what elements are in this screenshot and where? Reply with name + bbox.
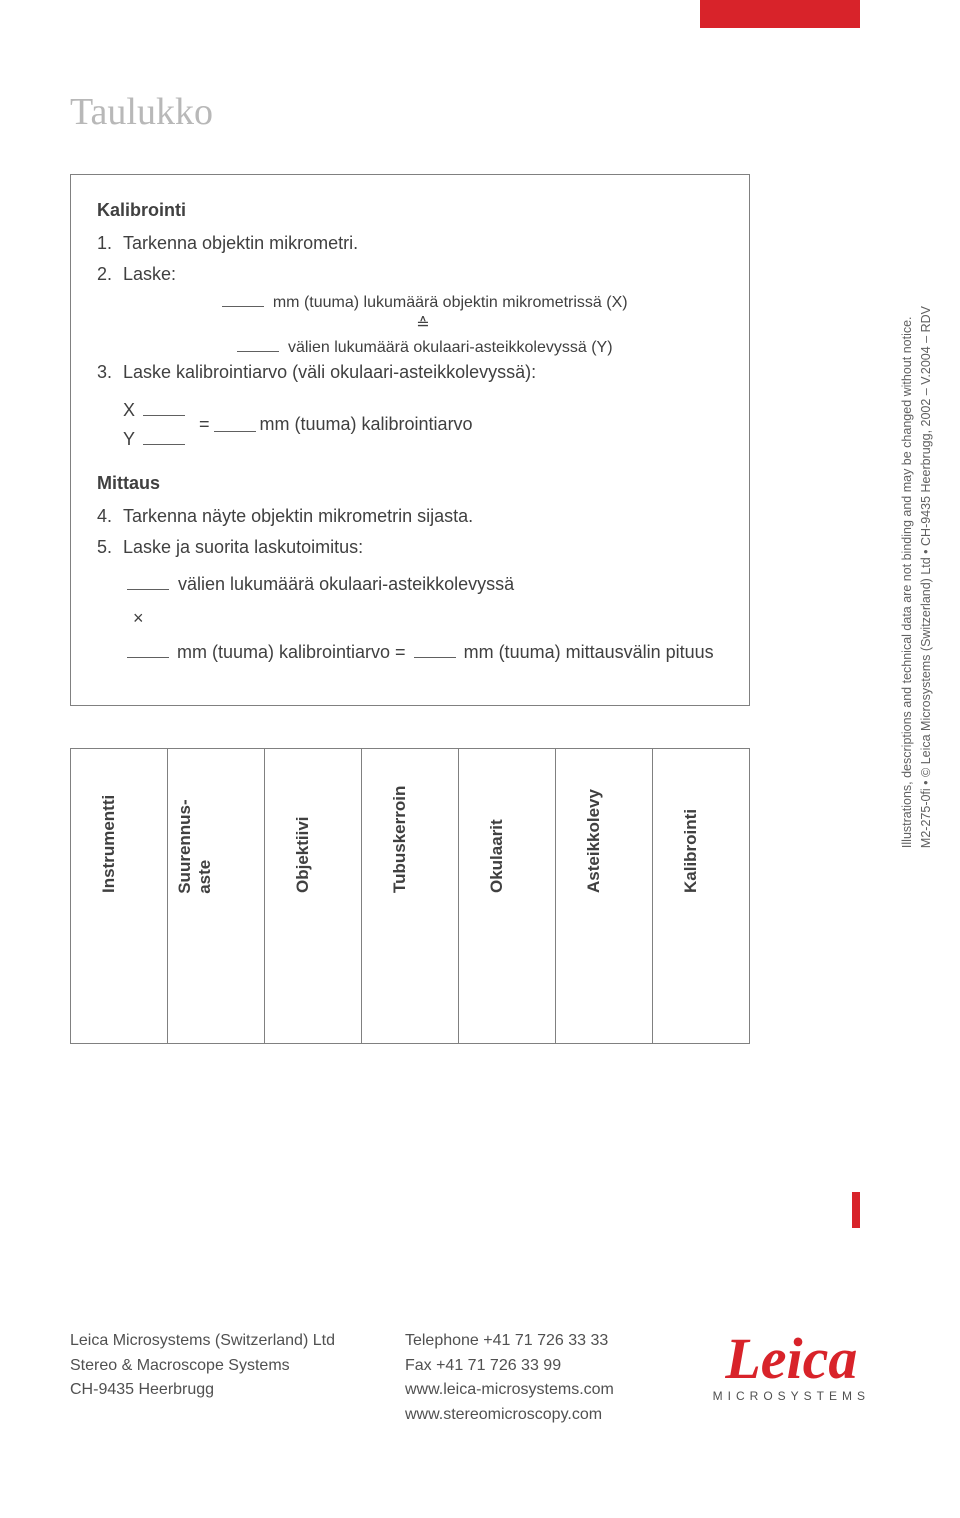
mult-line-a: välien lukumäärä okulaari-asteikkolevyss… bbox=[178, 574, 514, 594]
logo-script: Leica bbox=[713, 1333, 870, 1385]
label-tubuskerroin: Tubuskerroin bbox=[390, 786, 410, 893]
calib-unit: mm (tuuma) kalibrointiarvo bbox=[260, 411, 473, 438]
step-5-number: 5. bbox=[97, 534, 123, 561]
label-objektiivi: Objektiivi bbox=[293, 817, 313, 894]
footer-1-2: CH-9435 Heerbrugg bbox=[70, 1378, 335, 1403]
step-4-number: 4. bbox=[97, 503, 123, 530]
step-5: 5. Laske ja suorita laskutoimitus: bbox=[97, 534, 723, 561]
record-table: Instrumentti Suurennus- aste Objektiivi … bbox=[70, 748, 750, 1044]
footer: Leica Microsystems (Switzerland) Ltd Ste… bbox=[70, 1329, 614, 1428]
page-title: Taulukko bbox=[70, 90, 890, 134]
label-okulaarit: Okulaarit bbox=[487, 820, 507, 894]
label-asteikkolevy: Asteikkolevy bbox=[584, 789, 604, 893]
side-notice: Illustrations, descriptions and technica… bbox=[898, 306, 936, 848]
footer-2-2: www.leica-microsystems.com bbox=[405, 1378, 614, 1403]
measurement-heading: Mittaus bbox=[97, 470, 723, 497]
footer-1-0: Leica Microsystems (Switzerland) Ltd bbox=[70, 1329, 335, 1354]
eq1-line-b: välien lukumäärä okulaari-asteikkolevyss… bbox=[288, 339, 613, 356]
col-asteikkolevy: Asteikkolevy bbox=[556, 749, 653, 1043]
footer-col-2: Telephone +41 71 726 33 33 Fax +41 71 72… bbox=[405, 1329, 614, 1428]
step-3: 3. Laske kalibrointiarvo (väli okulaari-… bbox=[97, 359, 723, 386]
side-notice-line2: M2-275-0fi • © Leica Microsystems (Switz… bbox=[917, 306, 936, 848]
step-1-text: Tarkenna objektin mikrometri. bbox=[123, 230, 358, 257]
congruent-symbol: ≙ bbox=[416, 314, 429, 336]
logo: Leica MICROSYSTEMS bbox=[713, 1333, 870, 1403]
step-5-text: Laske ja suorita laskutoimitus: bbox=[123, 534, 363, 561]
footer-col-1: Leica Microsystems (Switzerland) Ltd Ste… bbox=[70, 1329, 335, 1428]
footer-1-1: Stereo & Macroscope Systems bbox=[70, 1354, 335, 1379]
footer-2-1: Fax +41 71 726 33 99 bbox=[405, 1354, 614, 1379]
multiplication-block: välien lukumäärä okulaari-asteikkolevyss… bbox=[123, 567, 723, 670]
label-instrumentti: Instrumentti bbox=[99, 795, 119, 893]
col-suurennusaste: Suurennus- aste bbox=[168, 749, 265, 1043]
calibration-heading: Kalibrointi bbox=[97, 197, 723, 224]
col-objektiivi: Objektiivi bbox=[265, 749, 362, 1043]
step-3-text: Laske kalibrointiarvo (väli okulaari-ast… bbox=[123, 359, 536, 386]
step-4: 4. Tarkenna näyte objektin mikrometrin s… bbox=[97, 503, 723, 530]
col-kalibrointi: Kalibrointi bbox=[653, 749, 749, 1043]
eq1-line-a: mm (tuuma) lukumäärä objektin mikrometri… bbox=[273, 294, 628, 311]
mult-line-b-pre: mm (tuuma) kalibrointiarvo = bbox=[177, 635, 406, 669]
header-red-bar bbox=[700, 0, 860, 28]
col-tubuskerroin: Tubuskerroin bbox=[362, 749, 459, 1043]
equation-block-1: mm (tuuma) lukumäärä objektin mikrometri… bbox=[123, 292, 723, 359]
side-notice-line1: Illustrations, descriptions and technica… bbox=[900, 316, 914, 848]
equals-sign: = bbox=[199, 411, 210, 438]
step-2-number: 2. bbox=[97, 261, 123, 288]
calibration-box: Kalibrointi 1. Tarkenna objektin mikrome… bbox=[70, 174, 750, 706]
footer-2-0: Telephone +41 71 726 33 33 bbox=[405, 1329, 614, 1354]
logo-subtext: MICROSYSTEMS bbox=[713, 1389, 870, 1403]
fraction-equation: X Y = mm (tuuma) kalibrointiarvo bbox=[123, 396, 723, 454]
step-2: 2. Laske: bbox=[97, 261, 723, 288]
step-1: 1. Tarkenna objektin mikrometri. bbox=[97, 230, 723, 257]
footer-2-3: www.stereomicroscopy.com bbox=[405, 1403, 614, 1428]
col-okulaarit: Okulaarit bbox=[459, 749, 556, 1043]
col-instrumentti: Instrumentti bbox=[71, 749, 168, 1043]
step-2-text: Laske: bbox=[123, 261, 176, 288]
label-kalibrointi: Kalibrointi bbox=[681, 809, 701, 893]
step-3-number: 3. bbox=[97, 359, 123, 386]
red-tick bbox=[852, 1192, 860, 1228]
frac-x: X bbox=[123, 396, 139, 425]
mult-sign: × bbox=[133, 601, 144, 635]
step-4-text: Tarkenna näyte objektin mikrometrin sija… bbox=[123, 503, 473, 530]
step-1-number: 1. bbox=[97, 230, 123, 257]
frac-y: Y bbox=[123, 425, 139, 454]
label-suurennusaste: Suurennus- aste bbox=[175, 799, 216, 893]
mult-result: mm (tuuma) mittausvälin pituus bbox=[464, 635, 714, 669]
